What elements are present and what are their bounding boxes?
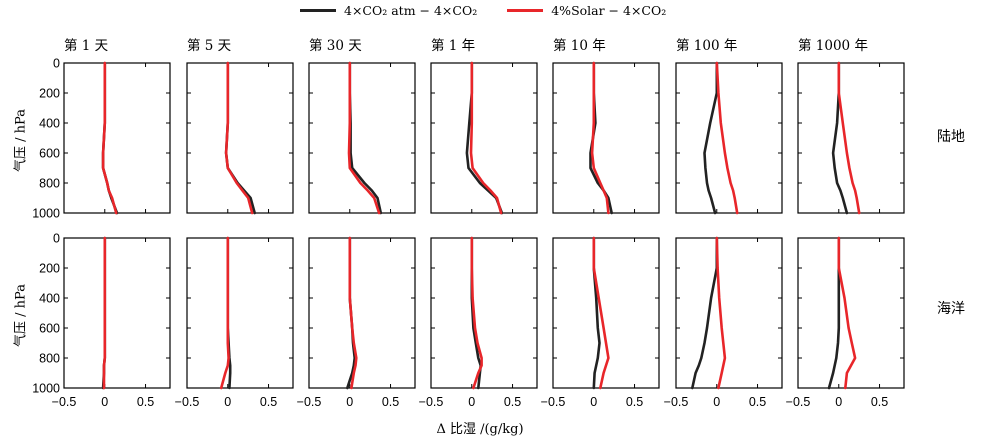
ytick-label-r1-5: 1000 [32,382,60,396]
series-black-r0-c6 [831,61,849,215]
series-red-r0-c5 [715,61,739,215]
row-label-land: 陆地 [937,129,965,145]
xtick-label-c4-0: −0.5 [541,395,566,409]
panel-frame-r0-c1 [186,62,294,214]
ytick-label-r0-5: 1000 [32,207,60,221]
ytick-label-r0-0: 0 [53,57,60,71]
y-axis-label-top: 气压 / hPa [13,109,29,172]
series-red-r0-c0 [101,61,118,215]
xtick-label-c5-1: 0 [713,395,720,409]
legend-swatch-black [300,8,336,12]
ytick-label-r1-2: 400 [39,292,60,306]
series-red-r0-c3 [469,61,503,215]
xtick-label-c0-2: 0.5 [137,395,154,409]
xtick-label-c1-2: 0.5 [260,395,277,409]
series-red-r1-c4 [592,236,610,390]
panel-frame-r1-c1 [186,237,294,389]
panel-frame-r1-c4 [552,237,660,389]
series-black-r1-c6 [827,236,841,390]
xtick-label-c0-0: −0.5 [52,395,77,409]
legend-label-solar: 4%Solar − 4×CO₂ [551,2,667,18]
y-axis-label-bottom: 气压 / hPa [13,284,29,347]
xtick-label-c3-1: 0 [468,395,475,409]
ytick-label-r0-1: 200 [39,87,60,101]
ytick-label-r0-2: 400 [39,117,60,131]
series-black-r0-c2 [348,61,383,215]
panel-frame-r1-c0 [63,237,171,389]
series-red-r0-c6 [837,61,861,215]
series-red-r0-c1 [224,61,254,215]
legend-label-atm: 4×CO₂ atm − 4×CO₂ [344,2,478,18]
legend-swatch-red [507,8,544,12]
xtick-label-c4-1: 0 [590,395,597,409]
panel-frame-r0-c3 [430,62,538,214]
panel-frame-r0-c6 [797,62,905,214]
xtick-label-c0-1: 0 [101,395,108,409]
panel-title-c6: 第 1000 年 [798,37,868,54]
xtick-label-c6-1: 0 [835,395,842,409]
panel-frame-r0-c4 [552,62,660,214]
series-red-r1-c2 [348,236,358,390]
ytick-label-r1-0: 0 [53,232,60,246]
series-red-r1-c1 [219,236,230,390]
ytick-label-r1-3: 600 [39,322,60,336]
series-red-r0-c4 [590,61,610,215]
legend-item-solar: 4%Solar − 4×CO₂ [507,3,666,18]
series-red-r0-c2 [347,61,381,215]
ytick-label-r1-1: 200 [39,262,60,276]
xtick-label-c5-0: −0.5 [664,395,689,409]
xtick-label-c2-1: 0 [346,395,353,409]
panel-title-c3: 第 1 年 [431,37,475,54]
legend-item-atm: 4×CO₂ atm − 4×CO₂ [300,3,477,18]
row-label-ocean: 海洋 [937,301,965,317]
panel-frame-r1-c5 [675,237,783,389]
series-black-r0-c1 [224,61,256,215]
series-black-r1-c5 [690,236,719,390]
panel-title-c1: 第 5 天 [187,37,232,54]
panel-frame-r0-c0 [63,62,171,214]
ytick-label-r0-3: 600 [39,147,60,161]
ytick-label-r0-4: 800 [39,177,60,191]
panel-frame-r1-c2 [308,237,416,389]
x-axis-label: Δ 比湿 /(g/kg) [436,422,524,437]
ytick-label-r1-4: 800 [39,352,60,366]
xtick-label-c1-0: −0.5 [175,395,200,409]
xtick-label-c2-0: −0.5 [297,395,322,409]
series-red-r1-c0 [102,236,107,390]
series-black-r0-c5 [703,61,719,215]
panel-title-c2: 第 30 天 [309,37,362,54]
xtick-label-c1-1: 0 [224,395,231,409]
xtick-label-c3-2: 0.5 [504,395,521,409]
xtick-label-c3-0: −0.5 [419,395,444,409]
series-red-r1-c5 [715,236,727,390]
panel-frame-r1-c3 [430,237,538,389]
series-red-r1-c3 [470,236,483,390]
panel-title-c0: 第 1 天 [64,37,109,54]
xtick-label-c6-2: 0.5 [871,395,888,409]
legend: 4×CO₂ atm − 4×CO₂ 4%Solar − 4×CO₂ [300,1,696,19]
xtick-label-c4-2: 0.5 [626,395,643,409]
panel-title-c5: 第 100 年 [676,37,737,54]
panel-frame-r0-c5 [675,62,783,214]
xtick-label-c5-2: 0.5 [749,395,766,409]
xtick-label-c2-2: 0.5 [382,395,399,409]
xtick-label-c6-0: −0.5 [786,395,811,409]
panel-frame-r0-c2 [308,62,416,214]
series-red-r1-c6 [837,236,857,390]
panel-frame-r1-c6 [797,237,905,389]
panel-title-c4: 第 10 年 [553,37,606,54]
